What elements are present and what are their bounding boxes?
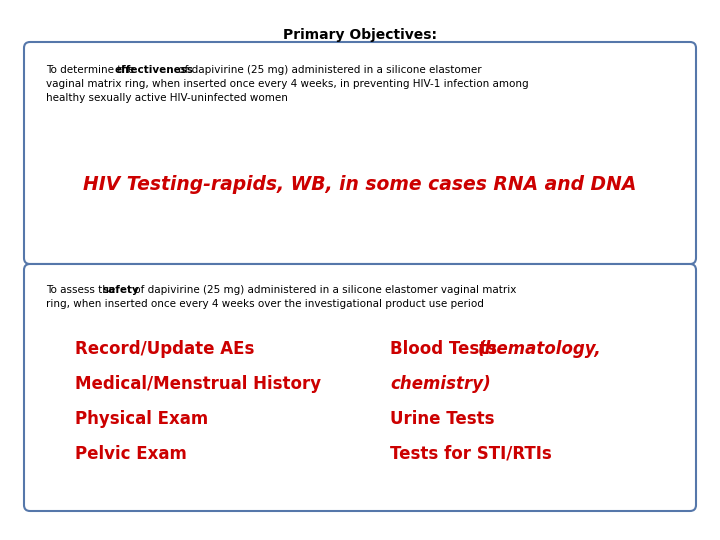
Text: Primary Objectives:: Primary Objectives: xyxy=(283,28,437,42)
Text: Pelvic Exam: Pelvic Exam xyxy=(75,445,187,463)
FancyBboxPatch shape xyxy=(24,264,696,511)
Text: Record/Update AEs: Record/Update AEs xyxy=(75,340,254,358)
FancyBboxPatch shape xyxy=(24,42,696,264)
Text: Medical/Menstrual History: Medical/Menstrual History xyxy=(75,375,321,393)
Text: (hematology,: (hematology, xyxy=(477,340,601,358)
Text: healthy sexually active HIV-uninfected women: healthy sexually active HIV-uninfected w… xyxy=(46,93,288,103)
Text: of dapivirine (25 mg) administered in a silicone elastomer vaginal matrix: of dapivirine (25 mg) administered in a … xyxy=(130,285,516,295)
Text: To assess the: To assess the xyxy=(46,285,119,295)
Text: safety: safety xyxy=(103,285,140,295)
Text: ring, when inserted once every 4 weeks over the investigational product use peri: ring, when inserted once every 4 weeks o… xyxy=(46,299,484,309)
Text: Urine Tests: Urine Tests xyxy=(390,410,495,428)
Text: vaginal matrix ring, when inserted once every 4 weeks, in preventing HIV-1 infec: vaginal matrix ring, when inserted once … xyxy=(46,79,528,89)
Text: Tests for STI/RTIs: Tests for STI/RTIs xyxy=(390,445,552,463)
Text: Blood Tests: Blood Tests xyxy=(390,340,503,358)
Text: Physical Exam: Physical Exam xyxy=(75,410,208,428)
Text: chemistry): chemistry) xyxy=(390,375,491,393)
Text: To determine the: To determine the xyxy=(46,65,138,75)
Text: effectiveness: effectiveness xyxy=(115,65,194,75)
Text: HIV Testing-rapids, WB, in some cases RNA and DNA: HIV Testing-rapids, WB, in some cases RN… xyxy=(84,176,636,194)
Text: of dapivirine (25 mg) administered in a silicone elastomer: of dapivirine (25 mg) administered in a … xyxy=(175,65,482,75)
